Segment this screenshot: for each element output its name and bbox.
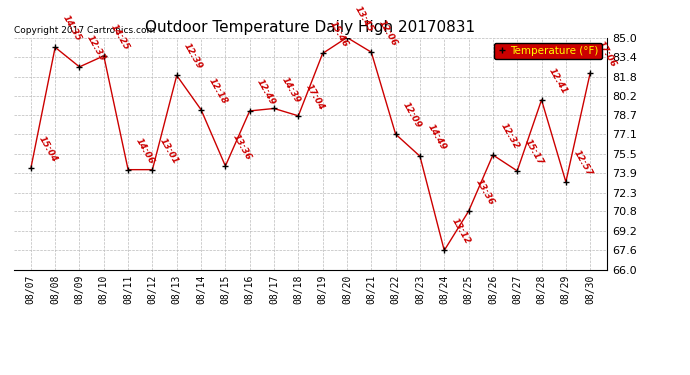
Text: 12:06: 12:06 — [377, 19, 399, 48]
Text: 14:25: 14:25 — [109, 22, 132, 52]
Title: Outdoor Temperature Daily High 20170831: Outdoor Temperature Daily High 20170831 — [146, 20, 475, 35]
Text: 12:18: 12:18 — [206, 76, 228, 105]
Text: 14:39: 14:39 — [279, 75, 302, 104]
Text: 13:36: 13:36 — [231, 132, 253, 162]
Text: 13:12: 13:12 — [450, 217, 472, 246]
Text: 17:04: 17:04 — [304, 82, 326, 112]
Text: 12:39: 12:39 — [182, 42, 204, 71]
Text: 12:41: 12:41 — [547, 66, 569, 96]
Text: 17:06: 17:06 — [595, 39, 618, 69]
Text: 14:35: 14:35 — [61, 14, 83, 43]
Legend: Temperature (°F): Temperature (°F) — [494, 43, 602, 59]
Text: 13:01: 13:01 — [158, 136, 180, 165]
Text: 13:36: 13:36 — [474, 178, 496, 207]
Text: 12:33: 12:33 — [85, 33, 107, 63]
Text: 15:04: 15:04 — [37, 135, 59, 164]
Text: 14:06: 14:06 — [134, 136, 156, 165]
Text: Copyright 2017 Cartronics.com: Copyright 2017 Cartronics.com — [14, 26, 155, 35]
Text: 12:09: 12:09 — [401, 101, 423, 130]
Text: 12:57: 12:57 — [571, 148, 593, 178]
Text: 12:32: 12:32 — [498, 122, 520, 151]
Text: 14:49: 14:49 — [426, 123, 448, 152]
Text: 15:46: 15:46 — [328, 20, 351, 49]
Text: 13:45: 13:45 — [353, 4, 375, 33]
Text: 15:17: 15:17 — [523, 137, 545, 167]
Text: 12:49: 12:49 — [255, 78, 277, 107]
